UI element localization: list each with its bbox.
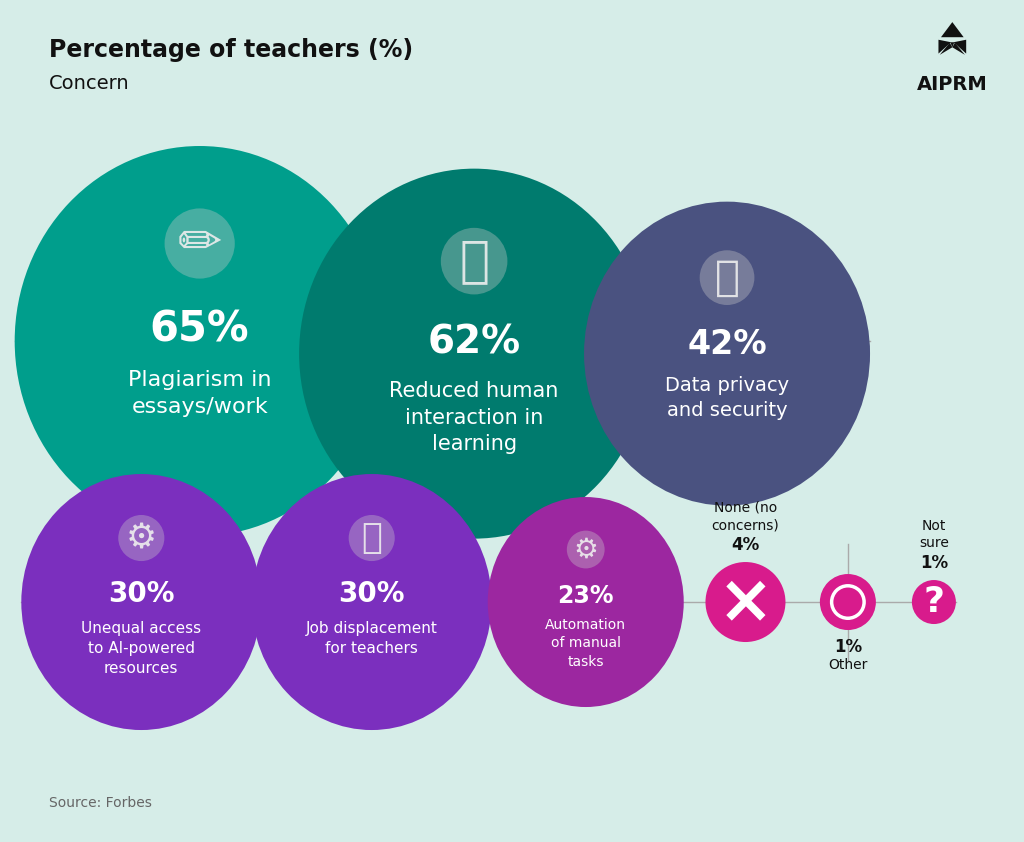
Text: 30%: 30% [109,580,174,609]
Polygon shape [941,22,964,37]
Text: Unequal access
to AI-powered
resources: Unequal access to AI-powered resources [81,621,202,676]
Ellipse shape [584,201,870,506]
Text: 65%: 65% [150,308,250,350]
Text: Data privacy
and security: Data privacy and security [665,376,790,420]
Text: Percentage of teachers (%): Percentage of teachers (%) [49,38,414,62]
Circle shape [567,530,604,568]
Text: ⚙: ⚙ [126,521,157,555]
Text: Concern: Concern [49,74,130,93]
Circle shape [699,250,755,305]
Text: 🎓: 🎓 [361,521,382,555]
Text: 1%: 1% [920,554,948,572]
Text: ✏: ✏ [177,217,222,269]
Ellipse shape [22,474,261,730]
Text: 🔒: 🔒 [715,257,739,299]
Text: ⚙: ⚙ [573,536,598,563]
Ellipse shape [487,497,684,707]
Text: Other: Other [828,658,867,672]
Circle shape [912,580,955,624]
Polygon shape [950,42,954,47]
Text: Automation
of manual
tasks: Automation of manual tasks [545,618,627,669]
Circle shape [119,515,164,561]
Polygon shape [938,40,951,54]
Text: 62%: 62% [428,323,520,361]
Text: Reduced human
interaction in
learning: Reduced human interaction in learning [389,381,559,454]
Circle shape [348,515,395,561]
Text: AIPRM: AIPRM [916,75,988,93]
Text: 1%: 1% [834,638,862,656]
Polygon shape [953,40,967,54]
Ellipse shape [252,474,492,730]
Text: Job displacement
for teachers: Job displacement for teachers [306,621,437,656]
Circle shape [820,574,876,630]
Text: None (no
concerns): None (no concerns) [712,501,779,532]
Text: Plagiarism in
essays/work: Plagiarism in essays/work [128,370,271,417]
Text: 4%: 4% [731,536,760,554]
Text: ?: ? [924,585,944,619]
Circle shape [165,209,234,279]
Polygon shape [952,43,965,55]
Text: ×: × [718,569,773,635]
Text: Not
sure: Not sure [919,519,949,550]
Ellipse shape [299,168,649,539]
Text: 23%: 23% [557,584,614,608]
Ellipse shape [14,146,385,536]
Text: 42%: 42% [687,328,767,361]
Text: Source: Forbes: Source: Forbes [49,796,152,810]
Text: 👤: 👤 [459,237,489,285]
Circle shape [706,562,785,642]
Circle shape [440,228,508,295]
Polygon shape [940,43,952,55]
Text: 30%: 30% [339,580,404,609]
